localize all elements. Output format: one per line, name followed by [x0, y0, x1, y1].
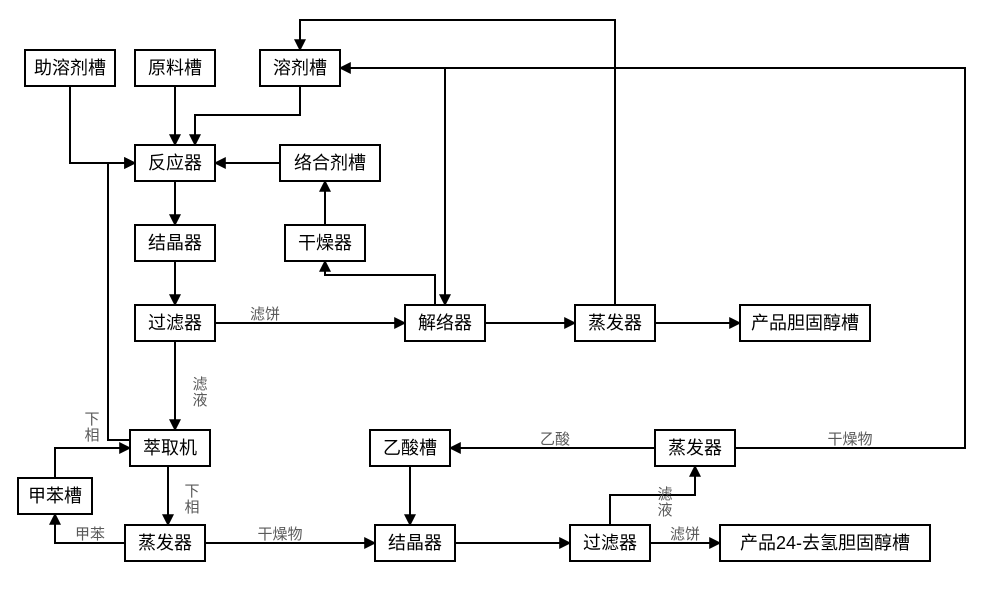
edge-n9-n7: [325, 261, 435, 305]
edge-n3-n9: [340, 68, 445, 305]
node-n15: 甲苯槽: [18, 478, 92, 514]
node-n17: 结晶器: [375, 525, 455, 561]
node-n13: 乙酸槽: [370, 430, 450, 466]
node-n12: 萃取机: [130, 430, 210, 466]
edge-label: 液: [657, 502, 672, 519]
node-n9: 解络器: [405, 305, 485, 341]
node-label: 络合剂槽: [294, 153, 366, 173]
edge-label: 相: [84, 427, 99, 444]
edge-n1-n4: [70, 86, 135, 163]
edge-label: 滤: [192, 376, 207, 393]
node-label: 产品胆固醇槽: [751, 313, 859, 333]
edge-label: 下: [184, 483, 199, 500]
edge-n12_loop-n4: [108, 163, 135, 440]
edge-label: 甲苯: [75, 526, 105, 543]
node-label: 蒸发器: [588, 313, 642, 333]
node-label: 蒸发器: [668, 438, 722, 458]
node-label: 溶剂槽: [273, 58, 327, 78]
node-label: 解络器: [418, 313, 472, 333]
edge-n18-n14: [610, 466, 695, 525]
node-label: 乙酸槽: [383, 438, 437, 458]
node-n2: 原料槽: [135, 50, 215, 86]
node-label: 过滤器: [148, 313, 202, 333]
node-n3: 溶剂槽: [260, 50, 340, 86]
node-n7: 干燥器: [285, 225, 365, 261]
node-n6: 结晶器: [135, 225, 215, 261]
node-label: 甲苯槽: [28, 486, 82, 506]
edge-label: 液: [192, 392, 207, 409]
edge-label: 滤饼: [250, 306, 280, 323]
edge-label: 滤饼: [670, 526, 700, 543]
edge-label: 乙酸: [540, 431, 570, 448]
node-n10: 蒸发器: [575, 305, 655, 341]
edge-n3-n4: [195, 86, 300, 145]
node-n4: 反应器: [135, 145, 215, 181]
node-label: 助溶剂槽: [34, 58, 106, 78]
node-label: 过滤器: [583, 533, 637, 553]
node-n5: 络合剂槽: [280, 145, 380, 181]
node-n14: 蒸发器: [655, 430, 735, 466]
node-n1: 助溶剂槽: [25, 50, 115, 86]
node-n8: 过滤器: [135, 305, 215, 341]
node-label: 萃取机: [143, 438, 197, 458]
edge-label: 干燥物: [827, 431, 872, 448]
node-n16: 蒸发器: [125, 525, 205, 561]
node-n19: 产品24-去氢胆固醇槽: [720, 525, 930, 561]
node-label: 反应器: [148, 153, 202, 173]
edge-n14-n3_b: [340, 68, 965, 448]
node-label: 结晶器: [388, 533, 442, 553]
node-label: 干燥器: [298, 233, 352, 253]
flowchart-canvas: 助溶剂槽原料槽溶剂槽反应器络合剂槽结晶器干燥器过滤器解络器蒸发器产品胆固醇槽萃取…: [0, 0, 1000, 596]
edge-n15-n12: [55, 448, 130, 478]
node-label: 产品24-去氢胆固醇槽: [740, 533, 910, 553]
node-label: 结晶器: [148, 233, 202, 253]
node-label: 蒸发器: [138, 533, 192, 553]
edge-label: 干燥物: [257, 526, 302, 543]
edge-label: 滤: [657, 486, 672, 503]
edge-label: 下: [84, 411, 99, 428]
node-label: 原料槽: [148, 58, 202, 78]
node-n11: 产品胆固醇槽: [740, 305, 870, 341]
edge-label: 相: [184, 499, 199, 516]
node-n18: 过滤器: [570, 525, 650, 561]
